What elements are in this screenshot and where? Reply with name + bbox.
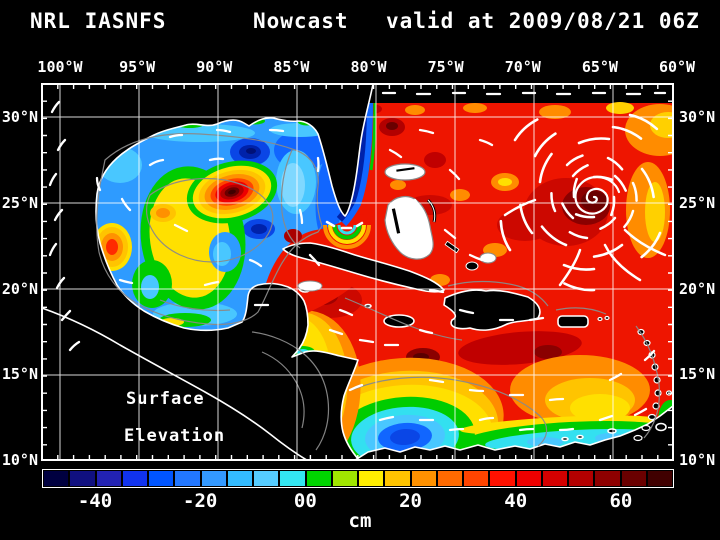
model-name: NRL IASNFS [30, 9, 167, 33]
colorbar-swatch [595, 471, 620, 486]
colorbar-swatch [359, 471, 384, 486]
colorbar-swatch [464, 471, 489, 486]
colorbar-tick-label: 20 [399, 490, 422, 512]
latitude-label: 20°N [679, 279, 716, 298]
latitude-label: 30°N [1, 108, 38, 126]
colorbar-swatch [647, 471, 672, 486]
latitude-label: 10°N [679, 451, 716, 469]
longitude-label: 90°W [196, 58, 233, 76]
latitude-label: 25°N [1, 193, 38, 212]
bathymetry-contours [96, 133, 661, 451]
longitude-label: 65°W [581, 58, 618, 76]
latitude-label: 20°N [1, 279, 38, 298]
longitude-label: 75°W [427, 58, 464, 76]
annotation-elevation: Elevation [124, 426, 226, 446]
colorbar-swatch [569, 471, 594, 486]
longitude-label: 70°W [504, 58, 541, 76]
latitude-label: 25°N [679, 193, 716, 212]
annotation-surface: Surface [126, 389, 205, 409]
latitude-label: 15°N [679, 365, 716, 384]
colorbar-tick-labels: -40 -20 00 20 40 60 [65, 490, 651, 512]
colorbar-swatch [96, 471, 121, 486]
colorbar-swatch [306, 471, 331, 486]
current-vectors [48, 91, 667, 432]
colorbar-swatch [70, 471, 95, 486]
latitude-label: 30°N [679, 108, 716, 126]
colorbar-tick-label: -40 [77, 490, 113, 512]
longitude-label: 95°W [119, 58, 156, 76]
colorbar [42, 469, 674, 488]
colorbar-swatch [542, 471, 567, 486]
longitude-label: 80°W [350, 58, 387, 76]
colorbar-swatch [280, 471, 305, 486]
colorbar-swatch [254, 471, 279, 486]
colorbar-swatch [332, 471, 357, 486]
colorbar-swatch [411, 471, 436, 486]
valid-time: valid at 2009/08/21 06Z [386, 9, 700, 33]
latitude-axis-right: 30°N 25°N 20°N 15°N 10°N [679, 107, 720, 470]
longitude-label: 100°W [37, 58, 83, 76]
colorbar-swatch [227, 471, 252, 486]
degree-ticks [42, 84, 673, 460]
colorbar-swatch [201, 471, 226, 486]
lat-lon-grid [42, 84, 673, 460]
hurricane-spiral [499, 110, 667, 296]
colorbar-swatch [175, 471, 200, 486]
product-type: Nowcast [253, 9, 349, 33]
colorbar-swatch [149, 471, 174, 486]
colorbar-swatch [385, 471, 410, 486]
colorbar-swatch [490, 471, 515, 486]
longitude-label: 60°W [658, 58, 696, 76]
colorbar-units: cm [348, 510, 372, 532]
latitude-axis-left: 30°N 25°N 20°N 15°N 10°N [0, 107, 38, 470]
colorbar-tick-label: -20 [183, 490, 218, 512]
colorbar-swatch [437, 471, 462, 486]
bahamas-banks [297, 163, 497, 292]
colorbar-tick-label: 00 [293, 490, 317, 512]
colorbar-swatch [516, 471, 541, 486]
latitude-label: 10°N [1, 451, 38, 469]
colorbar-tick-label: 60 [609, 490, 633, 512]
longitude-axis: 100°W 95°W 90°W 85°W 80°W 75°W 70°W 65°W 60°W [25, 58, 712, 76]
colorbar-tick-label: 40 [504, 490, 528, 512]
colorbar-swatch [44, 471, 69, 486]
longitude-label: 85°W [273, 58, 310, 76]
colorbar-swatch [122, 471, 147, 486]
latitude-label: 15°N [1, 365, 38, 384]
colorbar-swatch [621, 471, 646, 486]
